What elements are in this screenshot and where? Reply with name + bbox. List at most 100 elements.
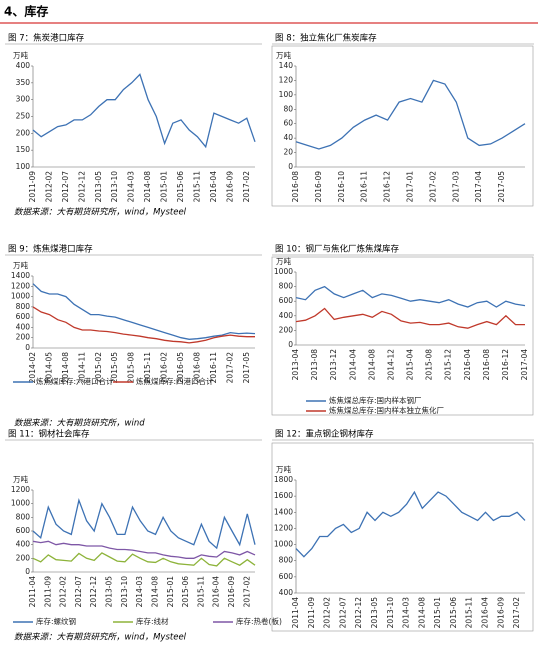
y-tick-label: 200 bbox=[16, 553, 31, 562]
data-line bbox=[32, 306, 255, 344]
x-tick-label: 2014-03 bbox=[402, 597, 411, 629]
source-note: 数据来源：大有期货研究所，wind，Mysteel bbox=[14, 632, 187, 643]
y-tick-label: 0 bbox=[288, 162, 293, 171]
x-tick-label: 2015-02 bbox=[94, 352, 103, 384]
y-tick-label: 1800 bbox=[274, 475, 293, 484]
legend-label: 炼焦煤库存:四港口合计 bbox=[136, 376, 214, 386]
x-tick-label: 2013-05 bbox=[105, 576, 114, 608]
legend-label: 库存:热卷(板) bbox=[236, 616, 282, 626]
unit-label: 万吨 bbox=[276, 256, 291, 266]
chart-frame bbox=[271, 442, 534, 632]
x-tick-label: 2013-08 bbox=[310, 349, 319, 381]
data-line bbox=[32, 540, 256, 559]
y-tick-label: 1200 bbox=[274, 523, 293, 532]
chart-title: 图 12：重点钢企钢材库存 bbox=[275, 429, 374, 440]
x-tick-label: 2015-11 bbox=[143, 352, 152, 384]
x-tick-label: 2016-08 bbox=[192, 352, 201, 384]
x-tick-label: 2015-11 bbox=[196, 576, 205, 608]
x-tick-label: 2014-08 bbox=[150, 576, 159, 608]
x-tick-label: 2017-05 bbox=[497, 171, 506, 203]
x-tick-label: 2017-05 bbox=[242, 352, 251, 384]
y-tick-label: 400 bbox=[16, 322, 31, 331]
x-tick-label: 2017-02 bbox=[242, 576, 251, 608]
x-tick-label: 2016-10 bbox=[337, 171, 346, 203]
y-tick-label: 1000 bbox=[11, 292, 30, 301]
chart-frame bbox=[271, 45, 534, 207]
x-tick-label: 2015-11 bbox=[192, 171, 201, 203]
x-tick-label: 2013-05 bbox=[370, 597, 379, 629]
x-tick-label: 2016-04 bbox=[463, 349, 472, 381]
y-tick-label: 120 bbox=[279, 75, 294, 84]
y-tick-label: 800 bbox=[279, 556, 294, 565]
x-tick-label: 2011-09 bbox=[307, 597, 316, 629]
unit-label: 万吨 bbox=[13, 50, 28, 60]
y-tick-label: 400 bbox=[279, 311, 294, 320]
x-tick-label: 2017-03 bbox=[451, 171, 460, 203]
x-tick-label: 2015-04 bbox=[406, 349, 415, 381]
chart-frame bbox=[271, 256, 534, 416]
y-tick-label: 200 bbox=[279, 325, 294, 334]
y-tick-label: 1000 bbox=[274, 540, 293, 549]
x-tick-label: 2016-05 bbox=[176, 352, 185, 384]
y-tick-label: 0 bbox=[288, 340, 293, 349]
unit-label: 万吨 bbox=[276, 464, 291, 474]
x-tick-label: 2012-12 bbox=[354, 597, 363, 629]
data-line bbox=[32, 498, 256, 550]
y-tick-label: 100 bbox=[16, 162, 31, 171]
y-tick-label: 600 bbox=[16, 526, 31, 535]
x-tick-label: 2016-04 bbox=[212, 576, 221, 608]
x-tick-label: 2016-09 bbox=[496, 597, 505, 629]
x-tick-label: 2013-10 bbox=[120, 576, 129, 608]
x-tick-label: 2013-12 bbox=[329, 349, 338, 381]
y-tick-label: 1000 bbox=[11, 499, 30, 508]
legend-label: 炼焦煤库存:六港口合计 bbox=[36, 376, 114, 386]
legend-label: 炼焦煤总库存:国内样本钢厂 bbox=[329, 395, 422, 405]
x-tick-label: 2011-04 bbox=[291, 597, 300, 629]
y-tick-label: 40 bbox=[283, 133, 293, 142]
y-tick-label: 20 bbox=[283, 148, 293, 157]
x-tick-label: 2012-07 bbox=[61, 171, 70, 203]
x-tick-label: 2014-02 bbox=[28, 352, 37, 384]
x-tick-label: 2017-01 bbox=[406, 171, 415, 203]
x-tick-label: 2014-08 bbox=[417, 597, 426, 629]
x-tick-label: 2016-04 bbox=[481, 597, 490, 629]
y-tick-label: 1600 bbox=[274, 491, 293, 500]
x-tick-label: 2013-05 bbox=[94, 171, 103, 203]
x-tick-label: 2016-09 bbox=[225, 171, 234, 203]
x-tick-label: 2017-02 bbox=[225, 352, 234, 384]
section-heading: 4、库存 bbox=[4, 4, 48, 19]
data-line bbox=[32, 552, 256, 567]
x-tick-label: 2014-08 bbox=[61, 352, 70, 384]
y-tick-label: 200 bbox=[16, 128, 31, 137]
legend-label: 库存:螺纹钢 bbox=[36, 616, 76, 626]
x-tick-label: 2014-11 bbox=[77, 352, 86, 384]
x-tick-label: 2017-02 bbox=[428, 171, 437, 203]
x-tick-label: 2017-04 bbox=[474, 171, 483, 203]
x-tick-label: 2014-03 bbox=[135, 576, 144, 608]
y-tick-label: 800 bbox=[16, 512, 31, 521]
x-tick-label: 2012-07 bbox=[338, 597, 347, 629]
y-tick-label: 1400 bbox=[11, 271, 30, 280]
x-tick-label: 2015-06 bbox=[181, 576, 190, 608]
y-tick-label: 1400 bbox=[274, 507, 293, 516]
y-tick-label: 150 bbox=[16, 145, 31, 154]
x-tick-label: 2013-04 bbox=[291, 349, 300, 381]
unit-label: 万吨 bbox=[13, 260, 28, 270]
data-line bbox=[295, 490, 526, 558]
data-line bbox=[32, 283, 256, 340]
y-tick-label: 800 bbox=[16, 302, 31, 311]
x-tick-label: 2015-01 bbox=[166, 576, 175, 608]
y-tick-label: 80 bbox=[283, 104, 293, 113]
x-tick-label: 2015-08 bbox=[425, 349, 434, 381]
chart-title: 图 7：焦炭港口库存 bbox=[8, 33, 85, 44]
x-tick-label: 2015-06 bbox=[176, 171, 185, 203]
data-line bbox=[32, 73, 256, 149]
chart-title: 图 11：钢材社会库存 bbox=[8, 429, 90, 440]
x-tick-label: 2016-09 bbox=[314, 171, 323, 203]
data-line bbox=[295, 307, 525, 329]
x-tick-label: 2013-10 bbox=[110, 171, 119, 203]
x-tick-label: 2015-05 bbox=[110, 352, 119, 384]
y-tick-label: 0 bbox=[25, 343, 30, 352]
